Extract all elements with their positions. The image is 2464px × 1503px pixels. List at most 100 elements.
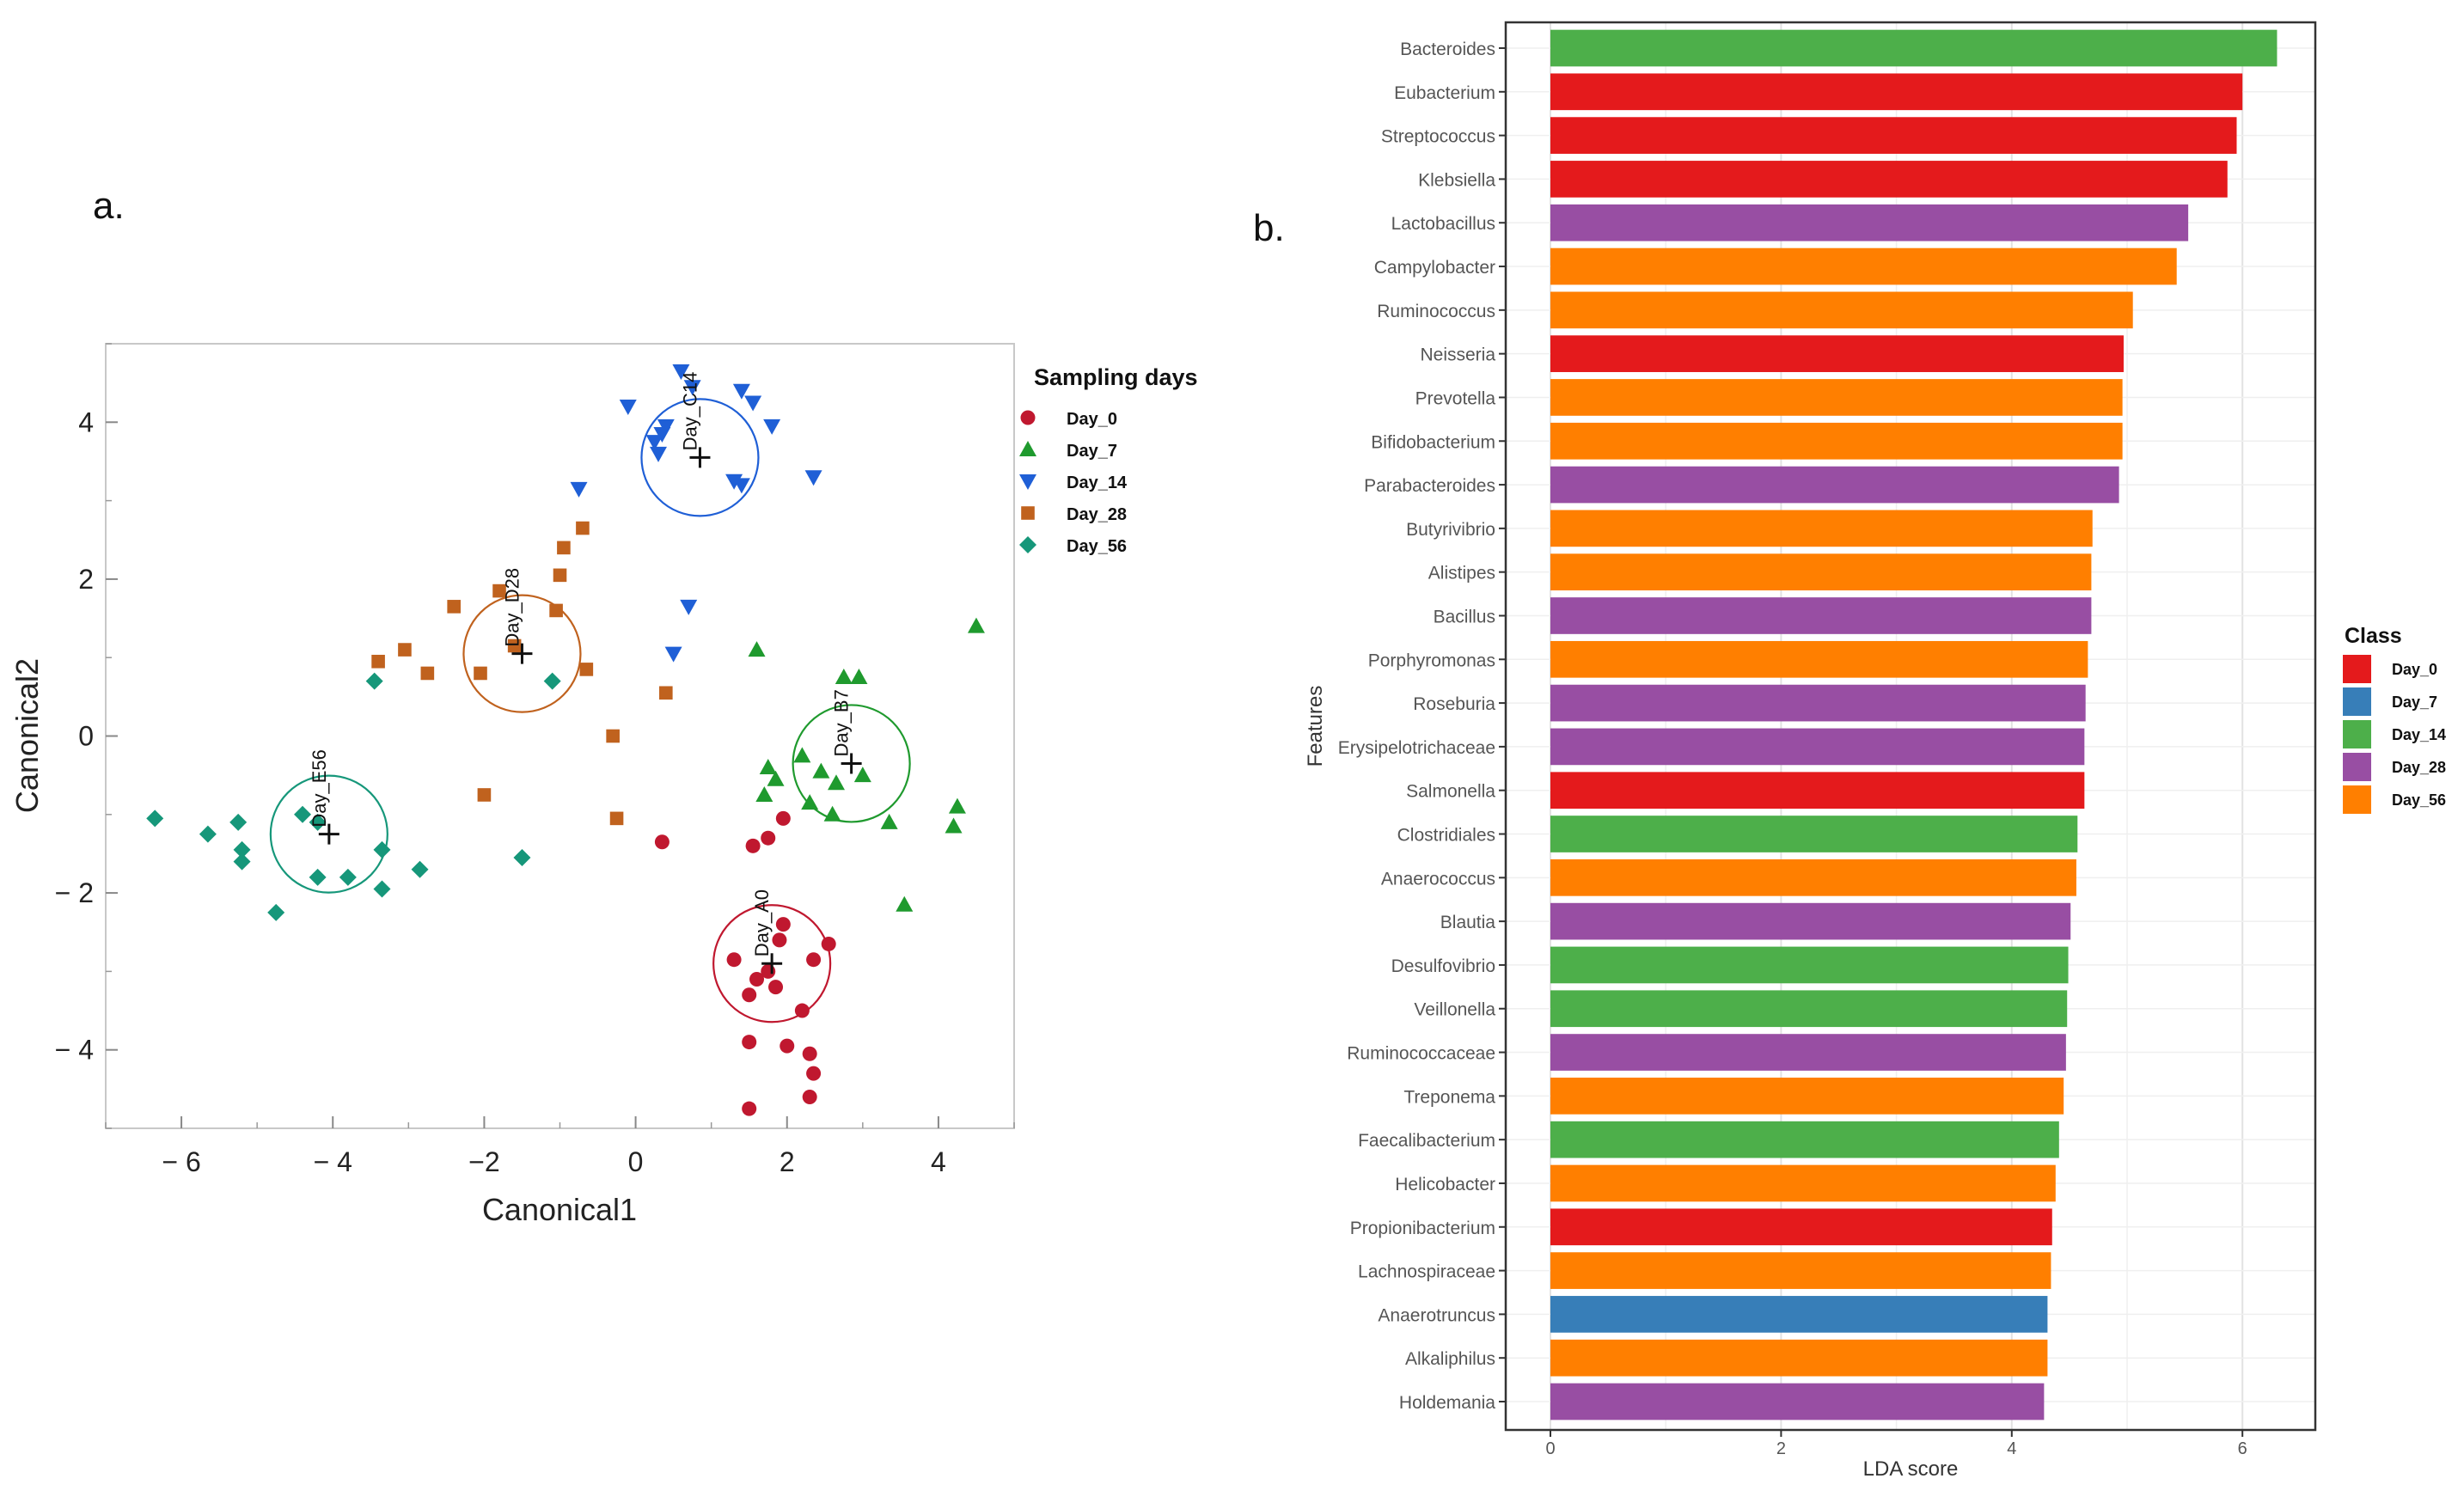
day-28-class-legend-swatch <box>2343 753 2371 781</box>
day-56-class-legend-swatch <box>2343 785 2371 814</box>
day-7-point <box>853 767 871 783</box>
y-tick-label: − 2 <box>55 877 94 908</box>
lda-bar-campylobacter <box>1550 247 2177 285</box>
lda-feature-label: Lactobacillus <box>1391 214 1495 234</box>
lda-bar-ruminococcus <box>1550 291 2133 329</box>
day-14-point <box>804 470 822 486</box>
lda-bar-bacillus <box>1550 597 2092 634</box>
lda-feature-label: Helicobacter <box>1395 1175 1495 1194</box>
lda-bar-blautia <box>1550 902 2071 940</box>
day-0-point <box>768 980 784 995</box>
lda-feature-label: Ruminococcus <box>1377 302 1495 321</box>
lda-feature-label: Salmonella <box>1406 782 1495 802</box>
lda-x-axis-label: LDA score <box>1863 1457 1959 1481</box>
lda-bar-ruminococcaceae <box>1550 1034 2066 1071</box>
day-28-point <box>659 686 673 700</box>
lda-bar-salmonella <box>1550 772 2085 810</box>
class-legend-title: Class <box>2345 624 2402 648</box>
lda-feature-label: Campylobacter <box>1374 258 1495 278</box>
lda-plot-border <box>1504 21 2317 1432</box>
day-0-point <box>726 952 742 968</box>
day-28-point <box>477 788 492 802</box>
day-56-point <box>339 868 357 886</box>
day-7-legend-label: Day_7 <box>1067 442 1117 461</box>
day-0-confidence-circle <box>712 904 832 1023</box>
x-tick-label: 2 <box>780 1146 795 1177</box>
lda-bar-klebsiella <box>1550 161 2228 198</box>
lda-feature-label: Desulfovibrio <box>1391 956 1495 976</box>
y-tick-label: 2 <box>78 564 94 595</box>
day-14-point <box>732 383 750 400</box>
y-tick-label: 0 <box>78 721 94 752</box>
lda-bar-eubacterium <box>1550 73 2243 111</box>
day-14-point <box>619 400 637 416</box>
lda-feature-label: Parabacteroides <box>1364 476 1495 496</box>
day-7-point <box>850 669 868 685</box>
day-14-confidence-circle <box>640 398 760 517</box>
day-0-point <box>742 1035 757 1050</box>
day-7-confidence-circle <box>792 704 911 823</box>
day-56-point <box>365 672 383 690</box>
day-7-point <box>896 895 914 912</box>
day-7-point <box>828 774 846 791</box>
lda-feature-label: Eubacterium <box>1394 83 1495 103</box>
day-0-point <box>745 838 761 853</box>
lda-feature-label: Faecalibacterium <box>1358 1131 1495 1151</box>
lda-feature-label: Treponema <box>1403 1087 1495 1107</box>
lda-x-tick-label: 2 <box>1776 1439 1786 1458</box>
day-0-legend-label: Day_0 <box>1067 410 1117 429</box>
day-14-point <box>725 474 743 490</box>
x-tick-label: 4 <box>931 1146 946 1177</box>
lda-bar-parabacteroides <box>1550 466 2119 504</box>
lda-bar-chart: Bacteroides Eubacterium Streptococcus Klebs… <box>1304 21 2446 1481</box>
day-0-point <box>821 936 836 951</box>
lda-feature-label: Butyrivibrio <box>1406 520 1495 540</box>
lda-bar-erysipelotrichaceae <box>1550 728 2085 766</box>
day-28-point <box>579 663 594 676</box>
lda-bar-streptococcus <box>1550 117 2237 154</box>
day-28-point <box>557 541 571 555</box>
lda-feature-label: Veillonella <box>1414 1000 1495 1020</box>
day-14-point <box>653 426 671 443</box>
day-28-point <box>549 603 563 618</box>
lda-bar-helicobacter <box>1550 1164 2056 1202</box>
day-0-point <box>802 1046 817 1061</box>
day-7-point <box>812 762 830 779</box>
day-14-point <box>650 446 668 462</box>
lda-x-tick-label: 6 <box>2238 1439 2247 1458</box>
scatter-y-axis-label: Canonical2 <box>9 658 45 813</box>
day-0-point <box>794 1003 810 1018</box>
lda-bar-bifidobacterium <box>1550 422 2123 460</box>
lda-bar-propionibacterium <box>1550 1208 2052 1246</box>
lda-bar-butyrivibrio <box>1550 510 2093 547</box>
x-tick-label: − 4 <box>314 1146 352 1177</box>
day-28-point <box>553 568 567 583</box>
canonical-scatter-plot: − 6 − 4 −2 0 2 4 − 4 − 2 0 2 4 Day_A0 Day_B7 Day_C14… <box>9 343 1198 1227</box>
day-14-point <box>680 599 698 615</box>
lda-bar-faecalibacterium <box>1550 1121 2059 1158</box>
lda-feature-label: Anaerococcus <box>1381 869 1495 889</box>
day-28-confidence-circle <box>462 594 582 713</box>
day-7-point <box>767 770 785 786</box>
day-0-class-legend-swatch <box>2343 655 2371 683</box>
sampling-days-legend: Day_0 Day_7 Day_14 Day_28 Day_56 <box>1019 410 1128 556</box>
lda-feature-label: Blautia <box>1440 913 1496 932</box>
day-14-legend-label: Day_14 <box>1067 474 1128 492</box>
lda-feature-label: Porphyromonas <box>1368 651 1495 670</box>
day-56-legend-label: Day_56 <box>1067 537 1127 556</box>
day-14-point <box>657 419 675 435</box>
day-14-class-legend-swatch <box>2343 720 2371 748</box>
lda-bar-holdemania <box>1550 1383 2045 1421</box>
day-0-centroid-label: Day_A0 <box>751 889 773 956</box>
day-0-point <box>761 963 776 979</box>
day-14-class-legend-label: Day_14 <box>2392 726 2446 743</box>
lda-feature-label: Prevotella <box>1415 388 1496 408</box>
day-56-point <box>309 813 327 831</box>
day-28-centroid-label: Day_D28 <box>501 568 523 647</box>
day-0-point <box>806 1066 822 1081</box>
lda-feature-label: Roseburia <box>1413 694 1495 714</box>
day-28-point <box>420 666 435 681</box>
scatter-x-axis-label: Canonical1 <box>482 1192 637 1227</box>
lda-bar-veillonella <box>1550 990 2068 1028</box>
